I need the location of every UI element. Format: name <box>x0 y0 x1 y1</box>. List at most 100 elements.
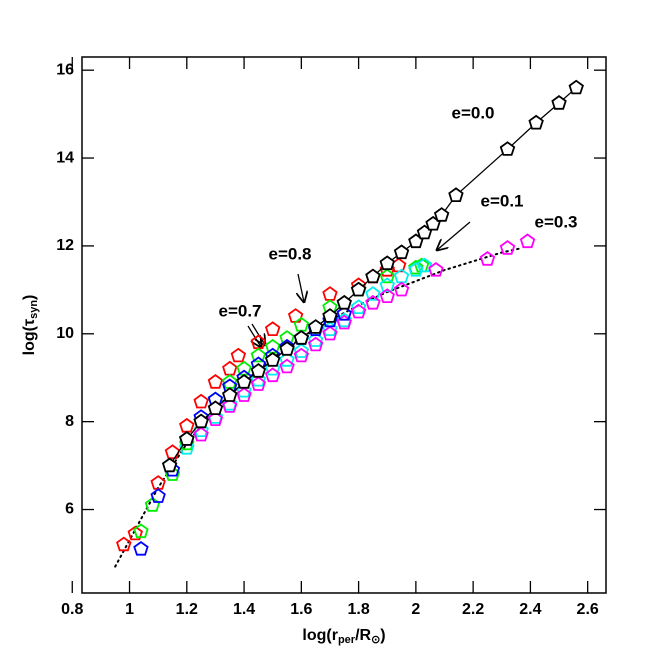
point <box>416 257 433 273</box>
point <box>133 540 149 556</box>
point <box>264 360 281 376</box>
point <box>250 371 267 387</box>
y-tick-label: 14 <box>56 149 74 166</box>
point <box>322 286 338 301</box>
point <box>287 308 304 323</box>
y-tick-label: 10 <box>56 325 74 342</box>
point <box>264 351 281 367</box>
point <box>568 79 584 95</box>
annotation: e=0.0 <box>451 103 494 122</box>
y-axis-label: log(τsyn) <box>21 295 40 356</box>
point <box>161 457 178 473</box>
point <box>393 244 410 260</box>
point <box>236 373 252 389</box>
point <box>222 387 238 402</box>
point <box>293 347 310 363</box>
x-axis-label-part: /R <box>355 627 371 644</box>
point <box>408 261 424 277</box>
point <box>408 259 424 275</box>
point <box>350 281 367 297</box>
point <box>207 411 224 427</box>
point <box>293 330 310 345</box>
point <box>379 288 395 304</box>
x-tick-label: 2.6 <box>577 601 599 618</box>
point <box>193 413 209 429</box>
annotation: e=0.1 <box>480 191 523 210</box>
point <box>133 523 149 539</box>
annotation: e=0.7 <box>218 301 261 320</box>
point <box>279 341 295 356</box>
point <box>350 303 367 319</box>
point <box>293 316 310 332</box>
x-axis-label-part: log(r <box>302 627 338 644</box>
point <box>293 343 310 358</box>
y-axis-label-part: syn <box>28 300 40 319</box>
point <box>250 376 267 391</box>
point <box>150 475 166 490</box>
point <box>264 367 281 383</box>
point <box>207 400 224 416</box>
point <box>236 387 252 402</box>
point <box>279 351 295 367</box>
point <box>336 294 352 310</box>
point <box>193 393 209 409</box>
point <box>379 255 395 271</box>
point <box>307 319 324 334</box>
y-tick-label: 6 <box>65 501 74 518</box>
point <box>179 439 195 455</box>
x-tick-label: 1.4 <box>233 601 255 618</box>
x-axis-label-part: per <box>338 634 356 646</box>
point <box>230 347 247 363</box>
point <box>250 362 267 378</box>
point <box>264 338 281 354</box>
point <box>322 321 338 337</box>
point <box>322 308 338 323</box>
x-axis-label: log(rper/R⊙) <box>302 627 385 646</box>
point <box>116 536 132 552</box>
point <box>164 444 181 460</box>
point <box>365 268 381 284</box>
x-tick-label: 2 <box>411 601 420 618</box>
x-axis-label-part: ) <box>380 627 385 644</box>
point <box>179 431 195 446</box>
arrows <box>247 221 471 347</box>
point <box>428 261 444 277</box>
x-tick-label: 1.2 <box>176 601 198 618</box>
y-tick-label: 16 <box>56 61 74 78</box>
point <box>307 336 324 352</box>
y-tick-label: 8 <box>65 413 74 430</box>
y-axis-label-part: log(τ <box>21 319 38 355</box>
annotation: e=0.8 <box>268 244 311 263</box>
point <box>379 277 395 293</box>
point <box>150 488 166 503</box>
annotation: e=0.3 <box>534 212 577 231</box>
point <box>193 426 209 442</box>
point <box>365 294 381 310</box>
point <box>144 496 161 512</box>
point <box>336 305 352 321</box>
arrow <box>298 273 304 302</box>
x-tick-label: 0.8 <box>61 601 83 618</box>
plot-frame <box>81 56 607 594</box>
x-axis-label-part: ⊙ <box>371 634 380 646</box>
point <box>264 321 281 337</box>
arrow <box>251 323 265 345</box>
point <box>222 360 238 376</box>
point <box>551 94 567 110</box>
point <box>519 233 536 249</box>
x-tick-label: 2.2 <box>462 601 484 618</box>
point <box>336 314 352 330</box>
x-tick-label: 1 <box>125 601 134 618</box>
point <box>279 358 295 374</box>
point <box>127 525 143 541</box>
point <box>350 299 367 315</box>
point <box>222 373 238 389</box>
point <box>448 187 464 203</box>
y-axis-label-part: ) <box>21 295 38 300</box>
point <box>250 347 267 363</box>
fit-curve <box>114 247 523 568</box>
x-tick-label: 1.6 <box>290 601 312 618</box>
point <box>479 250 496 266</box>
x-tick-label: 1.8 <box>347 601 369 618</box>
